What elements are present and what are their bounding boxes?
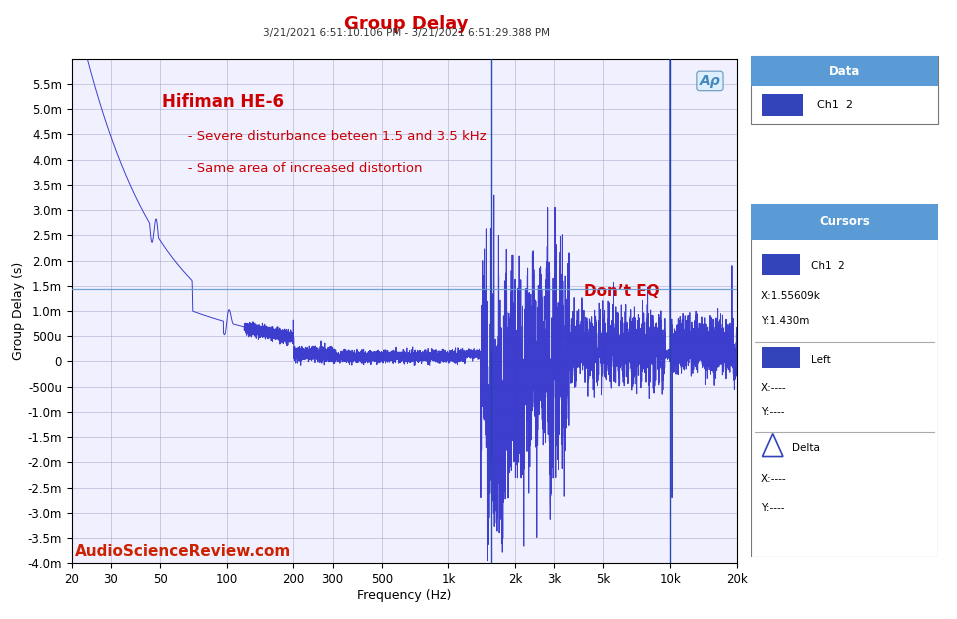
Text: Left: Left: [811, 355, 831, 365]
Text: Cursors: Cursors: [819, 215, 870, 228]
Y-axis label: Group Delay (s): Group Delay (s): [11, 262, 25, 360]
Text: Ch1  2: Ch1 2: [816, 100, 853, 110]
Text: AudioScienceReview.com: AudioScienceReview.com: [75, 543, 291, 559]
Text: Data: Data: [829, 65, 860, 78]
Text: Ch1  2: Ch1 2: [811, 261, 845, 271]
Text: Don’t EQ: Don’t EQ: [584, 284, 659, 299]
Text: X:1.55609k: X:1.55609k: [761, 291, 820, 301]
FancyBboxPatch shape: [751, 204, 938, 240]
FancyBboxPatch shape: [763, 347, 800, 368]
FancyBboxPatch shape: [763, 254, 800, 275]
X-axis label: Frequency (Hz): Frequency (Hz): [357, 589, 452, 602]
FancyBboxPatch shape: [751, 56, 938, 86]
Text: Hifiman HE-6: Hifiman HE-6: [162, 93, 283, 111]
Text: Group Delay: Group Delay: [345, 15, 469, 33]
Text: Y:1.430m: Y:1.430m: [761, 316, 809, 326]
Text: X:----: X:----: [761, 383, 787, 392]
Text: Delta: Delta: [792, 443, 820, 452]
Polygon shape: [763, 433, 783, 457]
FancyBboxPatch shape: [751, 56, 938, 124]
Text: Y:----: Y:----: [761, 503, 784, 513]
Text: X:----: X:----: [761, 475, 787, 485]
FancyBboxPatch shape: [763, 94, 804, 116]
Text: - Severe disturbance beteen 1.5 and 3.5 kHz: - Severe disturbance beteen 1.5 and 3.5 …: [175, 129, 486, 142]
Text: - Same area of increased distortion: - Same area of increased distortion: [175, 162, 422, 175]
FancyBboxPatch shape: [751, 204, 938, 557]
Text: Y:----: Y:----: [761, 407, 784, 417]
Text: 3/21/2021 6:51:10.106 PM - 3/21/2021 6:51:29.388 PM: 3/21/2021 6:51:10.106 PM - 3/21/2021 6:5…: [263, 28, 550, 38]
Text: Aρ: Aρ: [700, 74, 721, 88]
